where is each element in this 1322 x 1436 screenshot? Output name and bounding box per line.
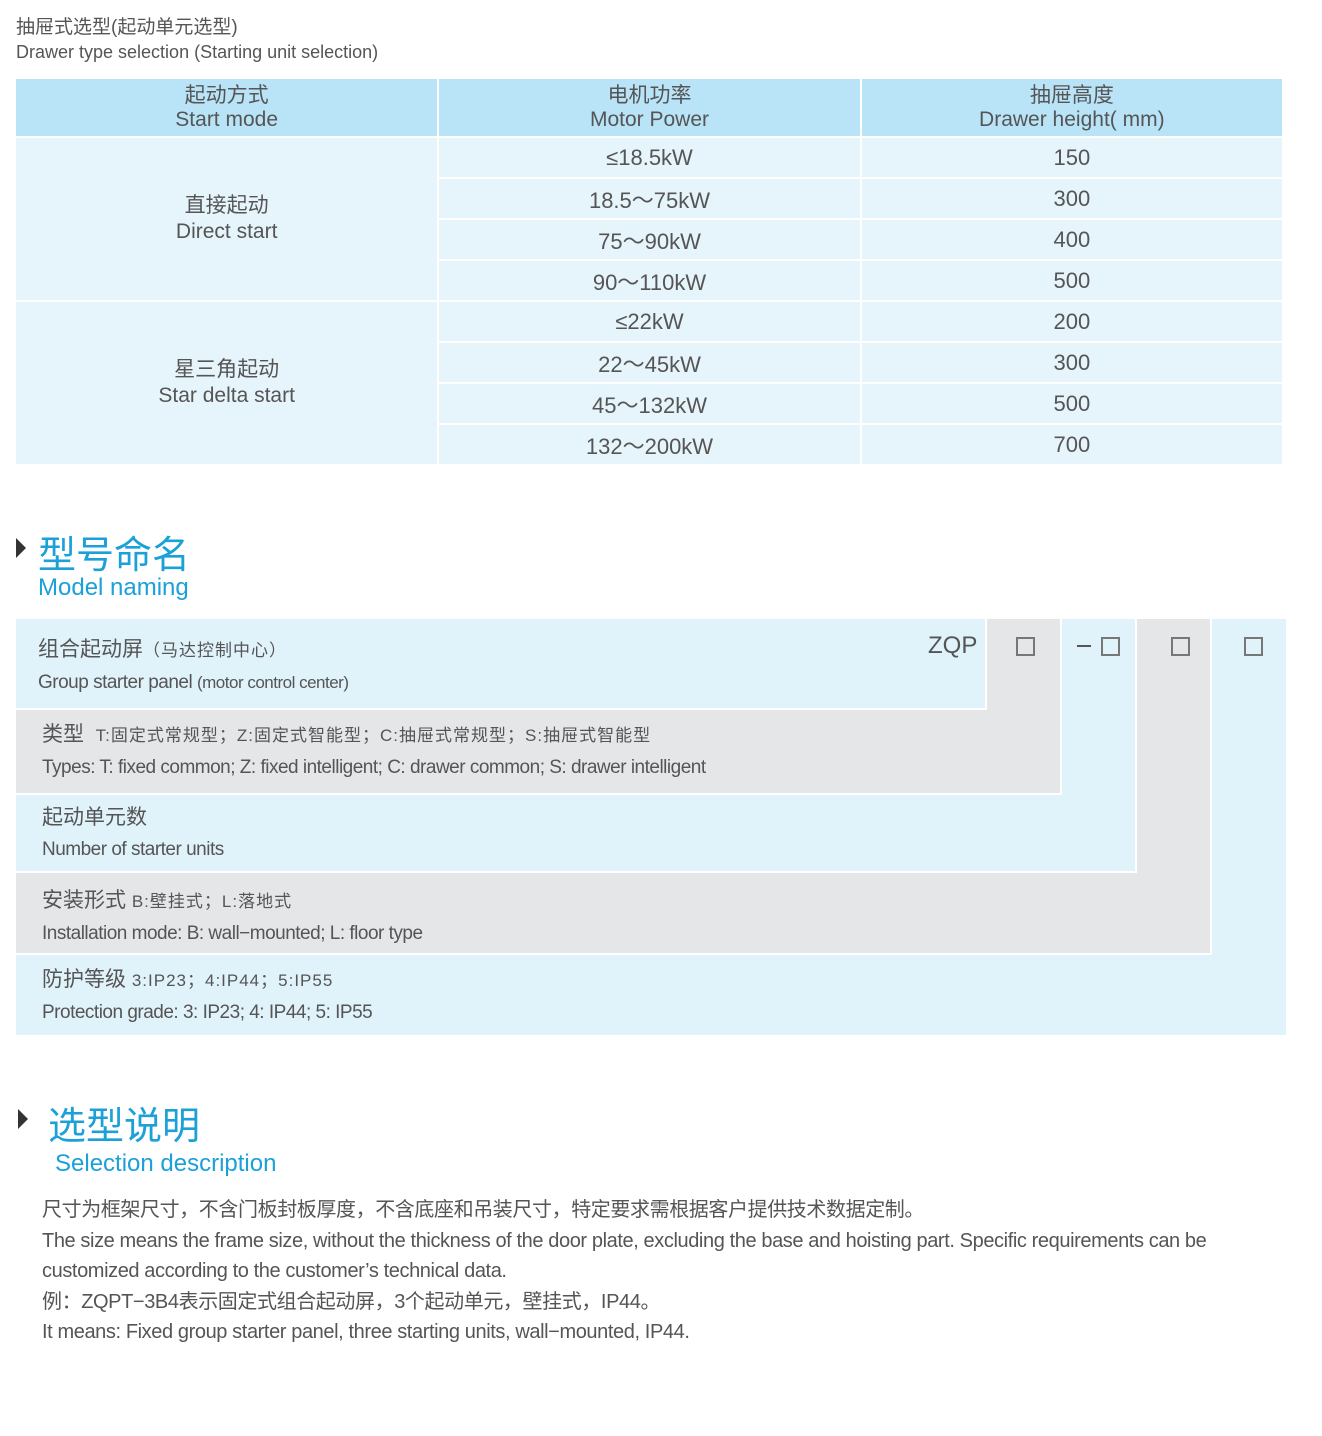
height-cell: 300 <box>860 342 1285 384</box>
table-row: 直接起动 Direct start ≤18.5kW 150 <box>16 137 1285 302</box>
triangle-bullet-icon <box>18 1109 28 1129</box>
power-cell: ≤22kW <box>438 301 862 343</box>
row-en: Types: T: fixed common; Z: fixed intelli… <box>42 757 706 778</box>
naming-row-installation: 安装形式 B:壁挂式；L:落地式 Installation mode: B: w… <box>42 885 423 950</box>
code-prefix: ZQP <box>928 632 978 659</box>
dash-separator <box>1077 645 1091 647</box>
row-cn: 组合起动屏 <box>38 638 143 661</box>
height-cell: 500 <box>860 260 1285 302</box>
drawer-selection-table: 起动方式 Start mode 电机功率 Motor Power 抽屉高度 Drawe… <box>16 79 1285 466</box>
naming-row-panel: 组合起动屏（马达控制中心） Group starter panel (motor… <box>38 634 349 699</box>
row-cn: 起动单元数 <box>42 806 147 829</box>
model-naming-subtitle: Model naming <box>38 574 189 601</box>
header-cn: 起动方式 <box>184 83 269 107</box>
start-mode-cell: 直接起动 Direct start <box>16 137 440 302</box>
naming-row-types: 类型 T:固定式常规型；Z:固定式智能型；C:抽屉式常规型；S:抽屉式智能型 T… <box>42 719 706 784</box>
header-en: Start mode <box>175 107 279 131</box>
mode-en: Direct start <box>175 220 278 243</box>
row-cn-note: T:固定式常规型；Z:固定式智能型；C:抽屉式常规型；S:抽屉式智能型 <box>95 726 652 745</box>
table-row: 22～45kW 300 <box>16 342 1285 384</box>
triangle-bullet-icon <box>16 538 26 558</box>
desc-line-cn: 尺寸为框架尺寸，不含门板封板厚度，不含底座和吊装尺寸，特定要求需根据客户提供技术… <box>42 1199 924 1221</box>
table-row: 132～200kW 700 <box>16 424 1285 466</box>
height-cell: 300 <box>860 178 1285 220</box>
header-en: Drawer height( mm) <box>979 107 1165 131</box>
mode-cn: 星三角起动 <box>174 358 280 381</box>
row-en: Group starter panel <box>38 672 193 693</box>
height-cell: 150 <box>860 137 1285 179</box>
protection-code-box <box>1244 637 1263 656</box>
height-cell: 500 <box>860 383 1285 425</box>
table-row: 45～132kW 500 <box>16 383 1285 425</box>
col-motor-power: 电机功率 Motor Power <box>438 79 862 138</box>
height-cell: 200 <box>860 301 1285 343</box>
row-en-note: (motor control center) <box>196 673 349 692</box>
section-title-en: Drawer type selection (Starting unit sel… <box>16 42 379 62</box>
power-cell: 45～132kW <box>438 383 862 425</box>
table-header-row: 起动方式 Start mode 电机功率 Motor Power 抽屉高度 Drawe… <box>16 79 1285 138</box>
row-en: Number of starter units <box>42 839 224 860</box>
power-cell: 18.5～75kW <box>438 178 862 220</box>
row-cn-note: 3:IP23；4:IP44；5:IP55 <box>131 971 334 990</box>
header-cn: 抽屉高度 <box>1029 83 1114 107</box>
example-line-cn: 例：ZQPT−3B4表示固定式组合起动屏，3个起动单元，壁挂式，IP44。 <box>42 1290 661 1313</box>
row-cn: 安装形式 <box>42 889 126 912</box>
power-cell: 75～90kW <box>438 219 862 261</box>
col-start-mode: 起动方式 Start mode <box>16 79 440 138</box>
naming-row-units: 起动单元数 Number of starter units <box>42 802 224 866</box>
row-en: Installation mode: B: wall−mounted; L: f… <box>42 923 423 944</box>
height-cell: 700 <box>860 424 1285 466</box>
installation-code-box <box>1171 637 1190 656</box>
height-cell: 400 <box>860 219 1285 261</box>
naming-block-panel <box>16 619 987 710</box>
selection-subtitle: Selection description <box>55 1150 277 1177</box>
selection-description: 尺寸为框架尺寸，不含门板封板厚度，不含底座和吊装尺寸，特定要求需根据客户提供技术… <box>42 1195 1292 1348</box>
example-line-en: It means: Fixed group starter panel, thr… <box>42 1321 690 1343</box>
power-cell: 90～110kW <box>438 260 862 302</box>
row-en: Protection grade: 3: IP23; 4: IP44; 5: I… <box>42 1002 373 1023</box>
row-cn-note: （马达控制中心） <box>143 641 287 660</box>
start-mode-cell: 星三角起动 Star delta start <box>16 301 440 466</box>
selection-title: 选型说明 <box>48 1106 201 1148</box>
mode-cn: 直接起动 <box>184 194 269 217</box>
desc-line-en: The size means the frame size, without t… <box>42 1229 1207 1283</box>
power-cell: 132～200kW <box>438 424 862 466</box>
units-code-box <box>1101 637 1120 656</box>
power-cell: 22～45kW <box>438 342 862 384</box>
type-code-box <box>1016 637 1035 656</box>
row-cn-note: B:壁挂式；L:落地式 <box>131 892 293 911</box>
row-cn: 防护等级 <box>42 968 126 991</box>
table-row: 75～90kW 400 <box>16 219 1285 261</box>
power-cell: ≤18.5kW <box>438 137 862 179</box>
table-row: 90～110kW 500 <box>16 260 1285 302</box>
model-naming-title: 型号命名 <box>38 535 191 577</box>
header-cn: 电机功率 <box>607 83 692 107</box>
naming-row-protection: 防护等级 3:IP23；4:IP44；5:IP55 Protection gra… <box>42 964 373 1029</box>
header-en: Motor Power <box>589 107 710 131</box>
table-row: 星三角起动 Star delta start ≤22kW 200 <box>16 301 1285 466</box>
table-row: 18.5～75kW 300 <box>16 178 1285 220</box>
col-drawer-height: 抽屉高度 Drawer height( mm) <box>860 79 1285 138</box>
row-cn: 类型 <box>42 723 84 746</box>
section-title-cn: 抽屉式选型(起动单元选型) <box>16 17 238 38</box>
mode-en: Star delta start <box>158 384 295 407</box>
